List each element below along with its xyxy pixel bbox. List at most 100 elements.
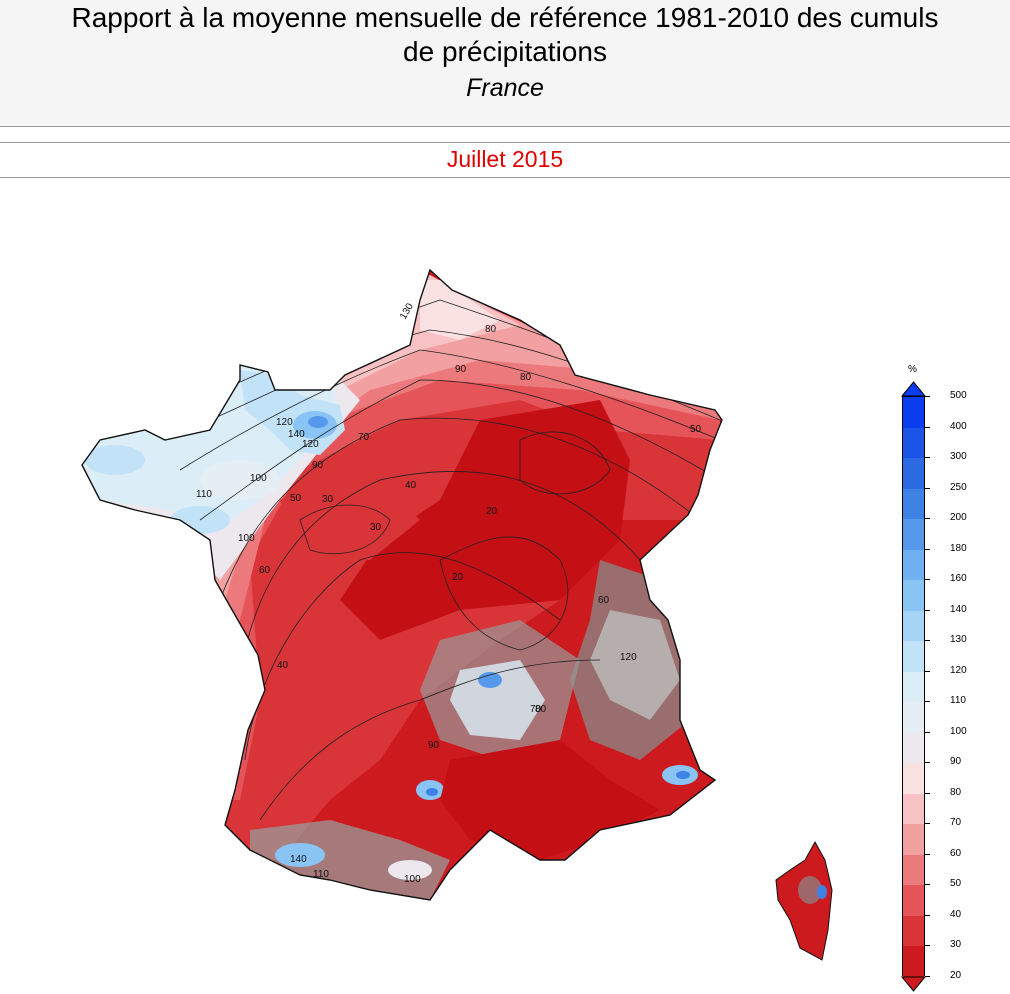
colorbar-cell [903,671,924,703]
colorbar-cell [903,397,924,429]
colorbar-tick-label: 400 [950,420,967,432]
colorbar-cell [903,458,924,490]
colorbar-cell [903,732,924,764]
colorbar-tick [925,762,930,764]
colorbar-tick [925,914,930,916]
colorbar-tick-label: 160 [950,573,967,585]
colorbar-cell [903,641,924,673]
colorbar-tick [925,792,930,794]
contour-label: 80 [485,324,497,335]
contour-label: 60 [259,565,271,576]
contour-label: 120 [302,439,319,450]
france-outline [81,268,723,901]
contour-label: 40 [277,660,289,671]
colorbar-tick-label: 60 [950,847,962,859]
corsica-island [775,840,833,961]
period-label: Juillet 2015 [446,146,564,172]
colorbar-cell [903,885,924,917]
contour-label: 70 [358,432,370,443]
colorbar-tick [925,579,930,581]
colorbar-tick-label: 130 [950,634,967,646]
contour-label: 40 [405,480,417,491]
colorbar-tick-label: 20 [950,970,962,981]
colorbar-tick-label: 250 [950,481,967,493]
colorbar-cell [903,702,924,734]
colorbar-tick-label: 120 [950,664,967,676]
colorbar-tick [925,853,930,855]
colorbar-tick [925,609,930,611]
contour-label: 20 [452,572,464,583]
colorbar-legend: 500 400 300 250 200 180 160 140 130 120 110 100 90 80… [897,380,967,992]
report-header: Rapport à la moyenne mensuelle de référe… [0,0,1010,127]
precipitation-map: 130 120 140 100 110 120 80 90 100 80 90 … [81,268,833,961]
contour-label: 70 [530,704,542,715]
contour-label: 90 [455,364,467,375]
colorbar-tick-label: 140 [950,603,967,615]
colorbar-tick [925,701,930,703]
colorbar-cell [903,549,924,581]
colorbar-cell [903,915,924,947]
colorbar-tick [925,487,930,489]
contour-label: 100 [250,473,267,484]
colorbar-tick-label: 110 [950,695,966,707]
colorbar-cell [903,488,924,520]
colorbar-cell [903,763,924,795]
contour-label: 50 [290,493,302,504]
colorbar [902,396,925,978]
colorbar-cell [903,946,924,978]
region-subtitle: France [466,74,544,102]
contour-label: 140 [290,854,307,865]
contour-label: 100 [238,533,255,544]
contour-label: 20 [486,506,498,517]
contour-label: 50 [690,424,702,435]
colorbar-cell [903,580,924,612]
colorbar-cell [903,854,924,886]
colorbar-tick-label: 500 [950,390,967,401]
colorbar-tick-label: 50 [950,878,962,890]
contour-label: 110 [196,489,212,500]
colorbar-tick-label: 30 [950,939,962,951]
colorbar-tick-label: 100 [950,725,967,737]
legend-unit: % [908,364,917,375]
contour-label: 80 [520,372,532,383]
colorbar-cell [903,824,924,856]
contour-label: 30 [370,522,382,533]
contour-label: 120 [276,417,293,428]
colorbar-tick [925,457,930,459]
colorbar-tick [925,518,930,520]
france-mainland-fill [82,270,722,900]
colorbar-tick-label: 300 [950,451,967,463]
title-line-2: de précipitations [403,36,607,67]
colorbar-cell [903,519,924,551]
colorbar-tick-label: 70 [950,817,962,829]
title-line-1: Rapport à la moyenne mensuelle de référe… [71,2,939,33]
colorbar-tick [925,823,930,825]
colorbar-tick-label: 40 [950,908,962,920]
contour-label: 100 [404,874,421,885]
colorbar-cell [903,427,924,459]
colorbar-tick [925,884,930,886]
period-bar: Juillet 2015 [0,142,1010,178]
contour-label: 30 [322,494,334,505]
colorbar-tick [925,396,930,397]
colorbar-tick [925,640,930,642]
colorbar-tick [925,731,930,733]
colorbar-tick [925,670,930,672]
contour-label: 90 [312,460,324,471]
colorbar-tick-label: 180 [950,542,967,554]
colorbar-tick [925,976,930,977]
contour-label: 110 [313,869,329,880]
colorbar-tick [925,548,930,550]
colorbar-tick-label: 80 [950,786,962,798]
colorbar-tick [925,945,930,947]
colorbar-max-triangle [901,381,926,397]
contour-label: 80 [535,704,547,715]
colorbar-min-triangle [901,976,926,992]
colorbar-cell [903,793,924,825]
colorbar-tick-label: 200 [950,512,967,524]
contour-label: 130 [398,301,416,321]
colorbar-tick [925,426,930,428]
colorbar-cell [903,610,924,642]
contour-label: 140 [288,429,305,440]
contour-label: 90 [428,740,440,751]
